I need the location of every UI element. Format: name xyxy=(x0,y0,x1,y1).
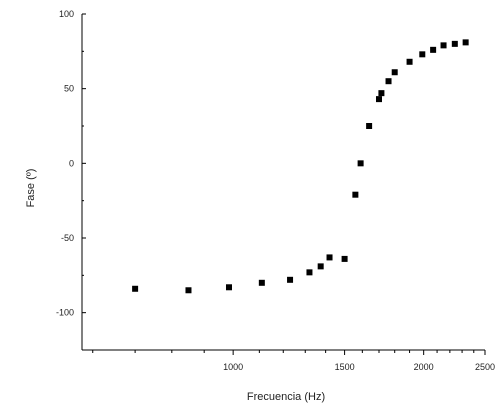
data-point xyxy=(258,279,265,286)
data-point xyxy=(430,46,437,53)
data-point xyxy=(440,42,447,49)
data-point xyxy=(225,284,232,291)
x-axis-label: Frecuencia (Hz) xyxy=(247,391,325,403)
data-point xyxy=(132,285,139,292)
data-point xyxy=(451,40,458,47)
x-tick-label: 2500 xyxy=(475,362,495,372)
data-point xyxy=(406,58,413,65)
data-point xyxy=(462,39,469,46)
data-point xyxy=(317,263,324,270)
x-tick-label: 1000 xyxy=(223,362,243,372)
axes: 100 50 0 -50 -100 1000 1500 2000 2500 xyxy=(56,9,495,372)
data-point xyxy=(341,255,348,262)
data-point xyxy=(185,287,192,294)
data-point xyxy=(391,69,398,76)
y-axis-label: Fase (º) xyxy=(25,169,37,208)
y-tick-label: -100 xyxy=(56,308,74,318)
data-point xyxy=(385,78,392,85)
x-tick-label: 1500 xyxy=(335,362,355,372)
data-point xyxy=(326,254,333,261)
y-tick-label: 0 xyxy=(69,158,74,168)
y-tick-label: -50 xyxy=(61,233,74,243)
data-point xyxy=(306,269,313,276)
x-tick-label: 2000 xyxy=(414,362,434,372)
data-points xyxy=(132,39,469,294)
data-point xyxy=(378,90,385,97)
data-point xyxy=(419,51,426,58)
data-point xyxy=(352,191,359,198)
data-point xyxy=(366,123,373,129)
data-point xyxy=(357,160,364,167)
data-point xyxy=(287,276,294,283)
data-point xyxy=(375,96,382,103)
y-tick-label: 50 xyxy=(64,84,74,94)
y-tick-label: 100 xyxy=(59,9,74,19)
